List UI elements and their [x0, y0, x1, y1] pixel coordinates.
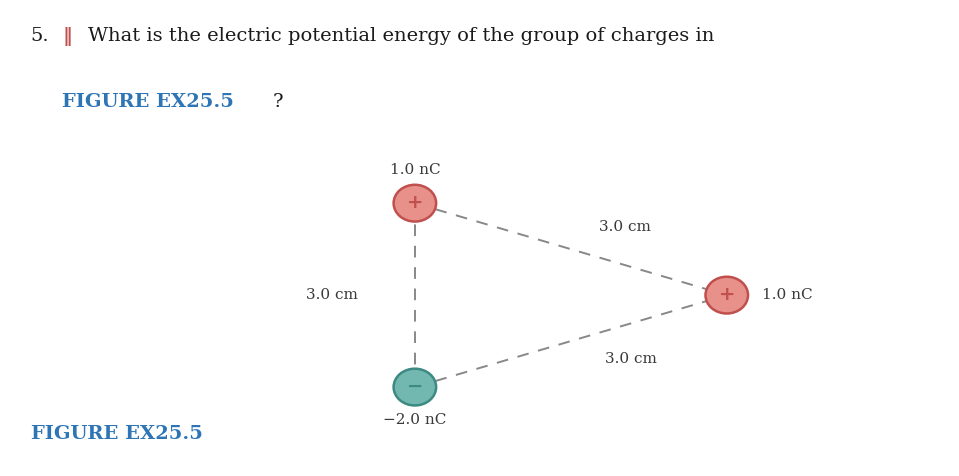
Text: −2.0 nC: −2.0 nC	[384, 413, 447, 427]
Text: 3.0 cm: 3.0 cm	[306, 288, 358, 302]
Ellipse shape	[393, 369, 436, 406]
Ellipse shape	[706, 277, 748, 314]
Text: +: +	[718, 286, 735, 304]
Text: 5.: 5.	[31, 27, 49, 45]
Ellipse shape	[393, 185, 436, 221]
Text: ?: ?	[272, 93, 283, 111]
Text: −: −	[407, 378, 423, 396]
Text: FIGURE EX25.5: FIGURE EX25.5	[62, 93, 234, 111]
Text: 3.0 cm: 3.0 cm	[599, 220, 651, 234]
Text: ‖: ‖	[62, 27, 72, 46]
Text: 1.0 nC: 1.0 nC	[762, 288, 813, 302]
Text: FIGURE EX25.5: FIGURE EX25.5	[31, 425, 202, 443]
Text: What is the electric potential energy of the group of charges in: What is the electric potential energy of…	[88, 27, 714, 45]
Text: +: +	[407, 194, 423, 212]
Text: 1.0 nC: 1.0 nC	[389, 163, 440, 178]
Text: 3.0 cm: 3.0 cm	[605, 353, 657, 367]
